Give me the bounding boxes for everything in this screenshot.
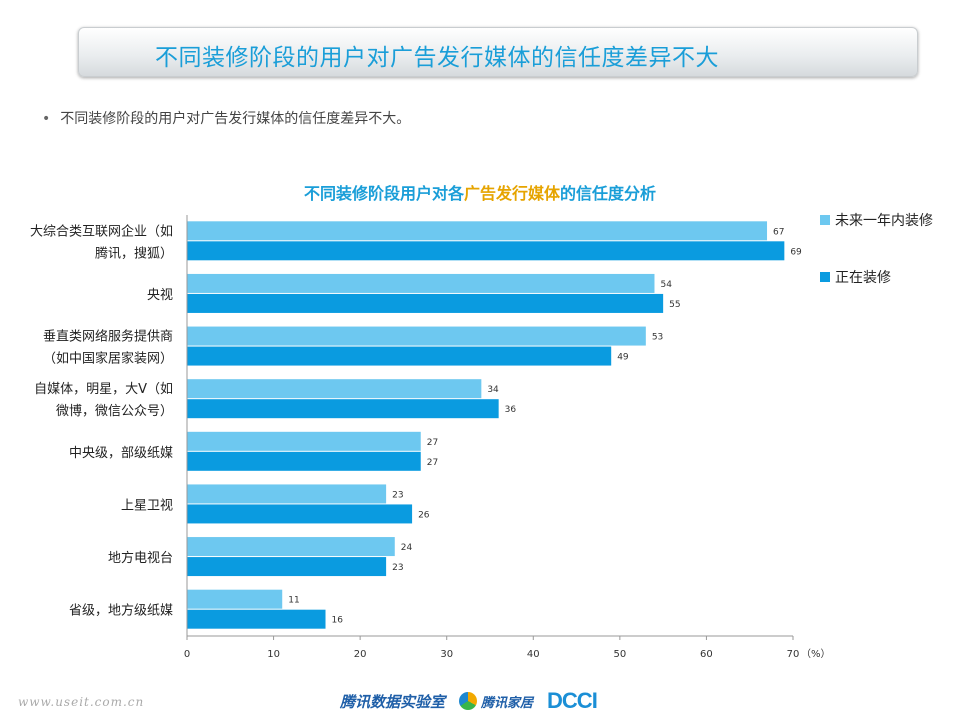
bar — [187, 221, 768, 241]
data-label: 54 — [660, 280, 672, 290]
category-label: 垂直类网络服务提供商 — [43, 329, 173, 345]
tencent-home-icon — [459, 692, 478, 710]
category-label: 自媒体，明星，大V（如 — [34, 381, 173, 397]
data-label: 67 — [773, 227, 784, 237]
data-label: 27 — [427, 458, 438, 468]
title-bar: 不同装修阶段的用户对广告发行媒体的信任度差异不大 — [78, 27, 918, 77]
bar — [187, 557, 387, 577]
data-label: 34 — [487, 385, 499, 395]
bar — [187, 399, 499, 419]
bar — [187, 293, 664, 313]
x-tick-label: 60 — [700, 649, 713, 660]
x-tick-label: 20 — [354, 649, 367, 660]
bar — [187, 537, 395, 557]
x-tick-label: 0 — [184, 649, 190, 660]
x-unit-label: （%） — [801, 648, 831, 660]
legend-swatch — [820, 215, 830, 225]
dcci-logo: DCCI — [547, 688, 598, 713]
data-label: 69 — [790, 247, 802, 257]
bar — [187, 484, 387, 504]
category-label: 中央级，部级纸媒 — [69, 446, 173, 461]
data-label: 23 — [392, 490, 403, 500]
bar — [187, 273, 655, 293]
data-label: 11 — [288, 596, 299, 606]
tencent-home-logo: 腾讯家居 — [459, 692, 533, 711]
data-label: 36 — [505, 405, 517, 415]
bar — [187, 241, 785, 261]
chart-title-part3: 的信任度分析 — [560, 184, 657, 203]
data-label: 27 — [427, 438, 438, 448]
x-tick-label: 50 — [613, 649, 626, 660]
category-label: 大综合类互联网企业（如 — [30, 223, 173, 239]
category-label: 腾讯，搜狐） — [95, 245, 173, 261]
data-label: 24 — [401, 543, 413, 553]
legend-label: 未来一年内装修 — [835, 213, 933, 229]
x-tick-label: 30 — [440, 649, 453, 660]
page-title: 不同装修阶段的用户对广告发行媒体的信任度差异不大 — [155, 45, 719, 71]
bullet-text: • 不同装修阶段的用户对广告发行媒体的信任度差异不大。 — [42, 108, 410, 128]
website-watermark: www.useit.com.cn — [18, 695, 145, 709]
category-label: 上星卫视 — [121, 498, 173, 513]
data-label: 23 — [392, 563, 403, 573]
chart-title-part1: 不同装修阶段用户对各 — [303, 184, 464, 203]
bar — [187, 431, 421, 451]
category-label: 微博，微信公众号） — [56, 404, 173, 419]
data-label: 16 — [332, 616, 344, 626]
chart-title-highlight: 广告发行媒体 — [463, 184, 560, 203]
category-label: 地方电视台 — [108, 550, 173, 566]
category-label: 省级，地方级纸媒 — [69, 603, 173, 619]
bar — [187, 346, 612, 366]
data-label: 55 — [669, 300, 680, 310]
bar — [187, 609, 326, 629]
bar — [187, 379, 482, 399]
x-tick-label: 70 — [787, 649, 800, 660]
data-label: 53 — [652, 333, 663, 343]
tencent-home-label: 腾讯家居 — [481, 695, 534, 711]
category-label: 央视 — [147, 288, 173, 303]
x-tick-label: 40 — [527, 649, 540, 660]
bar — [187, 326, 646, 346]
legend-label: 正在装修 — [835, 270, 891, 286]
bullet-label: 不同装修阶段的用户对广告发行媒体的信任度差异不大。 — [60, 111, 411, 127]
bar — [187, 589, 283, 609]
data-label: 49 — [617, 353, 629, 363]
x-tick-label: 10 — [267, 649, 280, 660]
footer-logos: 腾讯数据实验室 腾讯家居 DCCI — [340, 688, 598, 714]
data-label: 26 — [418, 510, 430, 520]
tencent-lab-logo: 腾讯数据实验室 — [340, 692, 446, 711]
legend-swatch — [820, 272, 830, 282]
bullet-dot: • — [42, 111, 51, 127]
bar — [187, 504, 413, 524]
chart-title: 不同装修阶段用户对各广告发行媒体的信任度分析 — [0, 180, 960, 204]
bar — [187, 451, 421, 471]
category-label: （如中国家居家装网） — [43, 351, 173, 367]
